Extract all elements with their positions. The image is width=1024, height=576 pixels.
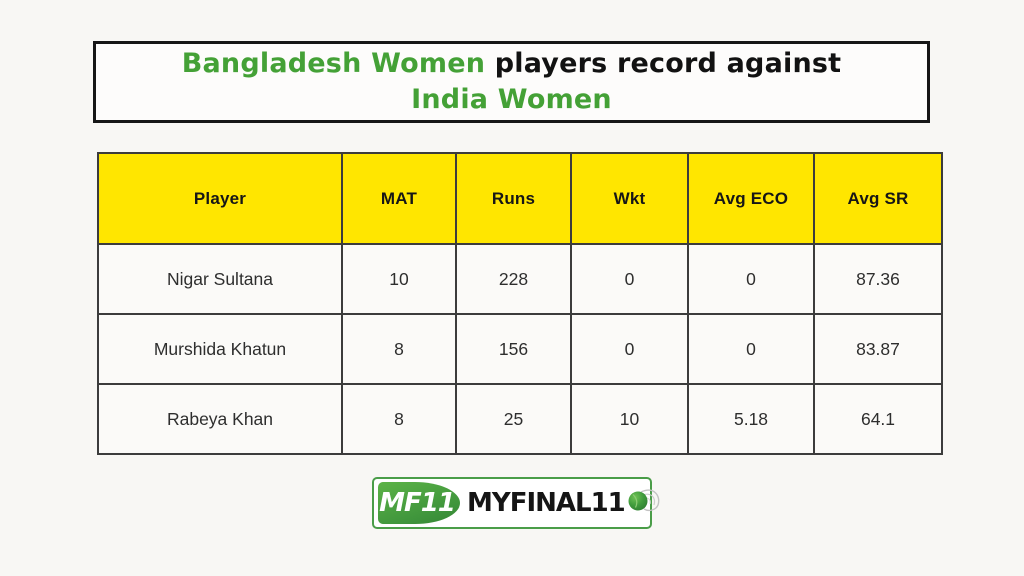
- cell-avg-sr: 87.36: [813, 243, 943, 315]
- cell-runs: 156: [455, 313, 572, 385]
- cell-player-name: Murshida Khatun: [97, 313, 343, 385]
- column-header-avg-eco: Avg ECO: [687, 152, 815, 245]
- page-title: Bangladesh Women players record against …: [182, 46, 842, 119]
- cell-wkt: 0: [570, 243, 689, 315]
- mf11-badge-label: MF11: [379, 488, 456, 518]
- column-header-runs: Runs: [455, 152, 572, 245]
- cell-runs: 25: [455, 383, 572, 455]
- cell-avg-sr: 64.1: [813, 383, 943, 455]
- cell-player-name: Nigar Sultana: [97, 243, 343, 315]
- column-header-wkt: Wkt: [570, 152, 689, 245]
- cell-avg-eco: 5.18: [687, 383, 815, 455]
- cell-wkt: 0: [570, 313, 689, 385]
- column-header-avg-sr: Avg SR: [813, 152, 943, 245]
- cell-mat: 8: [341, 313, 457, 385]
- cell-avg-eco: 0: [687, 313, 815, 385]
- table-row: Nigar Sultana 10 228 0 0 87.36: [97, 243, 943, 315]
- cricket-ball-icon: [627, 488, 663, 519]
- cell-avg-eco: 0: [687, 243, 815, 315]
- table-row: Rabeya Khan 8 25 10 5.18 64.1: [97, 383, 943, 455]
- player-stats-table: Player MAT Runs Wkt Avg ECO Avg SR Nigar…: [97, 152, 943, 455]
- title-team-1: Bangladesh Women: [181, 47, 486, 79]
- mf11-badge: MF11: [378, 482, 460, 524]
- myfinal11-wordmark: MYFINAL11: [467, 488, 626, 518]
- cell-mat: 8: [341, 383, 457, 455]
- cell-runs: 228: [455, 243, 572, 315]
- title-box: Bangladesh Women players record against …: [93, 41, 930, 123]
- table-header-row: Player MAT Runs Wkt Avg ECO Avg SR: [97, 152, 943, 245]
- myfinal11-logo: MF11 MYFINAL11: [372, 477, 660, 529]
- column-header-player: Player: [97, 152, 343, 245]
- table-row: Murshida Khatun 8 156 0 0 83.87: [97, 313, 943, 385]
- cell-mat: 10: [341, 243, 457, 315]
- title-team-2: India Women: [411, 84, 612, 115]
- column-header-mat: MAT: [341, 152, 457, 245]
- title-middle: players record against: [485, 47, 842, 79]
- cell-player-name: Rabeya Khan: [97, 383, 343, 455]
- cell-wkt: 10: [570, 383, 689, 455]
- cell-avg-sr: 83.87: [813, 313, 943, 385]
